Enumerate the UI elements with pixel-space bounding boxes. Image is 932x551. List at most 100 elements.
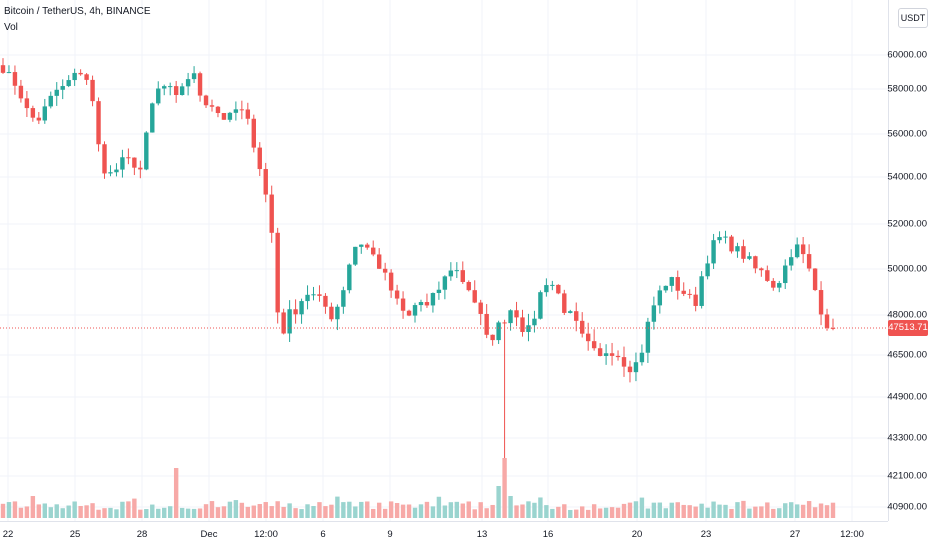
volume-bar	[526, 501, 531, 518]
candle-body	[627, 366, 633, 373]
volume-bar	[221, 506, 227, 518]
time-tick-label: 28	[136, 529, 148, 540]
volume-bar	[789, 502, 794, 518]
candle-body	[406, 310, 412, 316]
candle-body	[824, 314, 830, 328]
volume-bar	[353, 506, 358, 518]
volume-bar	[818, 503, 824, 518]
volume-bar	[723, 504, 728, 518]
volume-bar	[197, 508, 203, 518]
volume-bar	[687, 505, 692, 518]
volume-bar	[329, 504, 334, 518]
candle-body	[66, 80, 71, 87]
candle-body	[520, 317, 525, 332]
candle-body	[394, 290, 400, 299]
volume-bar	[245, 506, 251, 518]
currency-button[interactable]: USDT	[898, 8, 928, 28]
volume-bar	[675, 502, 680, 518]
candle-body	[663, 285, 669, 291]
candle-body	[179, 86, 185, 96]
candle-body	[382, 268, 388, 273]
volume-bar	[150, 504, 155, 518]
candle-body	[197, 73, 203, 96]
volume-bar	[645, 508, 651, 518]
volume-bar	[36, 504, 42, 518]
volume-bar	[311, 506, 316, 518]
candle-body	[615, 355, 621, 358]
volume-bar	[693, 506, 698, 518]
volume-bar	[639, 497, 645, 518]
volume-bar	[741, 500, 746, 518]
volume-bar	[550, 508, 555, 518]
candle-body	[424, 302, 430, 306]
candle-body	[6, 72, 12, 74]
candle-body	[305, 294, 310, 302]
volume-bar	[299, 509, 304, 518]
volume-bar	[96, 509, 101, 518]
chart-area[interactable]: Bitcoin / TetherUS, 4h, BINANCE Vol	[0, 0, 888, 521]
candle-body	[173, 86, 179, 96]
volume-bar	[84, 505, 89, 518]
candle-body	[138, 167, 143, 170]
volume-bar	[490, 504, 495, 518]
candle-body	[812, 268, 818, 291]
candle-body	[436, 289, 442, 294]
volume-label[interactable]: Vol	[4, 22, 18, 33]
candle-body	[669, 277, 674, 286]
candle-body	[359, 244, 364, 247]
price-axis[interactable]: 60000.00 58000.00 56000.00 54000.00 52000.00…	[887, 0, 932, 521]
volume-bar	[275, 501, 280, 518]
time-axis[interactable]: 22 25 28 Dec 12:00 6 9 13 16 20 23 27 12:00	[0, 521, 888, 551]
volume-bar	[90, 503, 95, 518]
candle-body	[556, 284, 561, 294]
volume-bar	[263, 502, 268, 518]
volume-bar	[347, 501, 352, 518]
volume-bar	[699, 503, 704, 518]
candle-body	[120, 157, 125, 170]
candle-body	[371, 247, 376, 255]
price-tick-label: 42100.00	[887, 470, 927, 482]
candle-body	[90, 79, 95, 102]
volume-bar	[120, 501, 125, 518]
candle-body	[526, 325, 531, 332]
volume-bar	[627, 502, 633, 518]
candle-body	[741, 246, 746, 259]
volume-bar	[615, 507, 621, 518]
candle-body	[568, 311, 573, 313]
symbol-title[interactable]: Bitcoin / TetherUS, 4h, BINANCE	[4, 6, 151, 17]
volume-bar	[502, 458, 507, 518]
volume-bar	[323, 506, 328, 518]
candle-body	[30, 108, 36, 118]
candle-body	[514, 310, 519, 318]
volume-bar	[191, 508, 197, 518]
volume-bar	[102, 508, 107, 518]
candle-body	[717, 237, 722, 241]
candle-body	[765, 270, 770, 281]
candle-body	[675, 277, 680, 291]
volume-bar	[359, 501, 364, 518]
volume-bar	[114, 509, 119, 518]
price-tick-label: 58000.00	[887, 83, 927, 95]
candle-body	[789, 257, 794, 266]
candle-body	[191, 73, 197, 80]
time-tick-label: 20	[631, 529, 643, 540]
candle-body	[484, 313, 489, 335]
candle-body	[478, 302, 483, 314]
candle-body	[806, 254, 812, 269]
volume-bar	[42, 503, 47, 518]
candle-body	[108, 172, 113, 174]
candle-body	[18, 85, 24, 99]
volume-bar	[460, 503, 465, 518]
candle-body	[699, 276, 704, 306]
volume-bar	[406, 504, 412, 518]
volume-bar	[729, 508, 734, 518]
current-price-label: 47513.71	[888, 319, 928, 336]
volume-bar	[514, 505, 519, 518]
volume-bar	[108, 507, 113, 518]
candle-body	[496, 322, 501, 341]
volume-bar	[747, 508, 752, 518]
candle-body	[150, 103, 155, 133]
volume-bar	[30, 496, 36, 518]
price-tick-label: 40900.00	[887, 501, 927, 513]
volume-bar	[771, 508, 776, 518]
